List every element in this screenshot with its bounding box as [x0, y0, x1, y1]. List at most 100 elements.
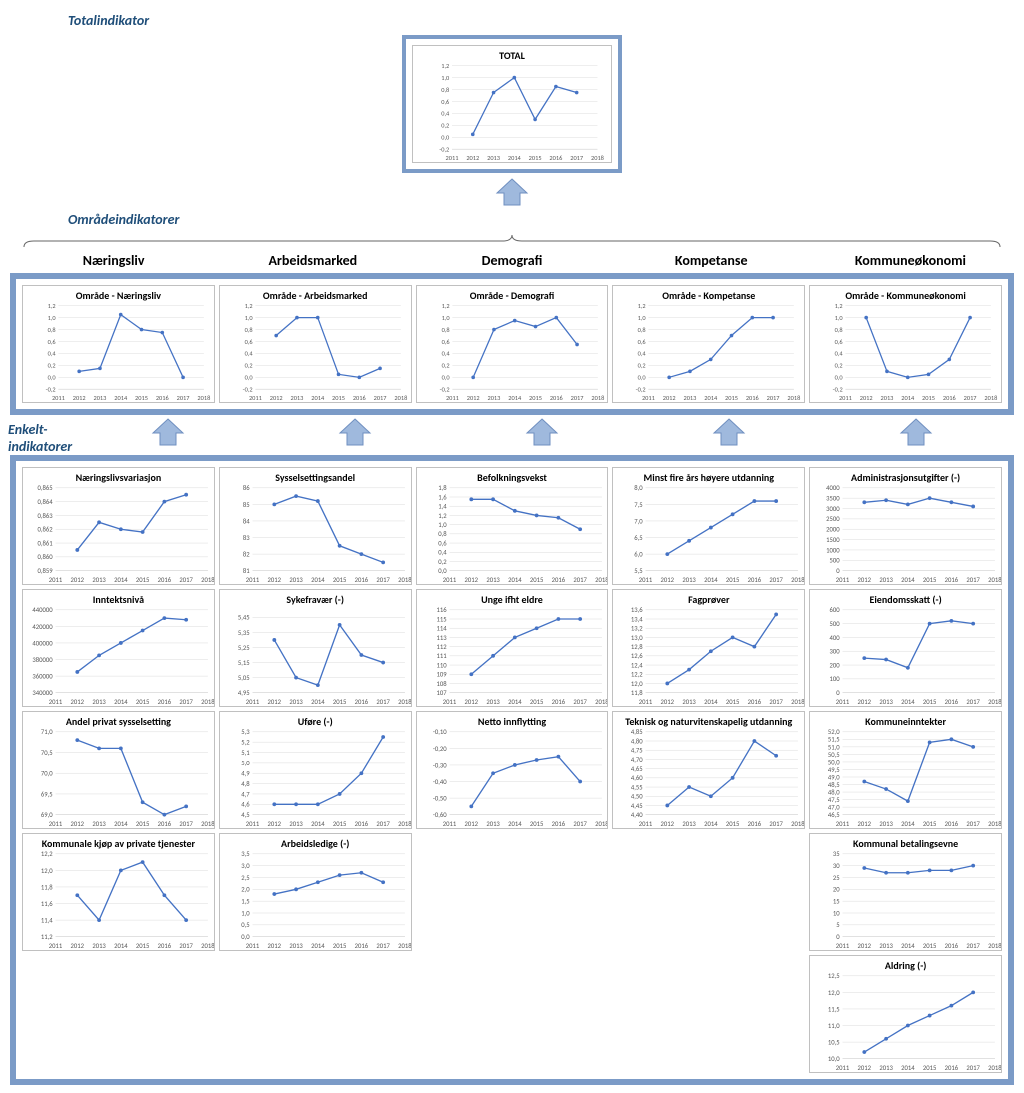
- svg-text:2,0: 2,0: [241, 886, 250, 894]
- svg-text:2013: 2013: [94, 394, 107, 402]
- single-chart: Kommunale kjøp av private tjenester11,21…: [22, 833, 215, 951]
- svg-text:2015: 2015: [333, 698, 347, 706]
- svg-text:2015: 2015: [923, 698, 937, 706]
- svg-text:2012: 2012: [858, 576, 872, 584]
- single-chart-column: Minst fire års høyere utdanning5,56,06,5…: [612, 467, 805, 1073]
- svg-text:7,5: 7,5: [635, 501, 643, 509]
- svg-text:2012: 2012: [860, 394, 873, 402]
- svg-text:2012: 2012: [270, 394, 283, 402]
- svg-text:2014: 2014: [901, 394, 915, 402]
- svg-text:1,0: 1,0: [438, 521, 447, 529]
- svg-text:2012: 2012: [267, 942, 281, 950]
- svg-text:1,4: 1,4: [438, 503, 447, 511]
- svg-text:4,95: 4,95: [238, 689, 250, 697]
- svg-text:0,8: 0,8: [244, 326, 252, 334]
- chart-title: Kommunale kjøp av private tjenester: [23, 834, 214, 850]
- svg-text:0,4: 0,4: [835, 350, 844, 358]
- svg-text:48,5: 48,5: [828, 781, 840, 789]
- svg-text:2014: 2014: [114, 942, 128, 950]
- svg-text:2018: 2018: [201, 942, 214, 950]
- svg-text:0,2: 0,2: [638, 362, 646, 370]
- svg-text:2000: 2000: [826, 526, 840, 534]
- svg-text:0,4: 0,4: [441, 110, 450, 118]
- svg-text:2014: 2014: [508, 698, 522, 706]
- svg-text:2015: 2015: [529, 576, 543, 584]
- svg-text:2014: 2014: [508, 576, 522, 584]
- svg-text:3000: 3000: [826, 505, 840, 513]
- single-chart: Næringslivsvariasjon0,8590,8600,8610,862…: [22, 467, 215, 585]
- svg-text:4,5: 4,5: [241, 811, 249, 819]
- svg-text:2016: 2016: [945, 820, 959, 828]
- svg-text:12,0: 12,0: [41, 867, 53, 875]
- svg-text:2015: 2015: [333, 820, 347, 828]
- svg-text:2016: 2016: [158, 698, 172, 706]
- svg-text:2018: 2018: [792, 698, 805, 706]
- svg-text:2018: 2018: [201, 576, 214, 584]
- svg-text:3,0: 3,0: [241, 862, 250, 870]
- brace-row: [14, 234, 1010, 248]
- svg-text:12,6: 12,6: [631, 652, 643, 660]
- svg-text:2016: 2016: [551, 698, 565, 706]
- svg-text:2011: 2011: [446, 154, 459, 162]
- svg-text:2018: 2018: [988, 698, 1001, 706]
- column-header: Arbeidsmarked: [213, 248, 412, 273]
- svg-text:2017: 2017: [967, 698, 981, 706]
- svg-text:2018: 2018: [398, 820, 411, 828]
- svg-text:2013: 2013: [683, 820, 697, 828]
- svg-text:5,15: 5,15: [238, 659, 250, 667]
- svg-text:0,8: 0,8: [48, 326, 56, 334]
- svg-text:2011: 2011: [836, 576, 850, 584]
- svg-text:11,5: 11,5: [828, 1005, 840, 1013]
- svg-text:2014: 2014: [508, 820, 522, 828]
- svg-text:2011: 2011: [52, 394, 65, 402]
- svg-text:83: 83: [243, 534, 250, 542]
- svg-text:2011: 2011: [246, 698, 260, 706]
- svg-text:0,2: 0,2: [441, 362, 449, 370]
- svg-text:2015: 2015: [333, 576, 347, 584]
- svg-text:2014: 2014: [311, 394, 325, 402]
- svg-text:300: 300: [830, 648, 841, 656]
- svg-text:2014: 2014: [901, 820, 915, 828]
- svg-text:2013: 2013: [289, 576, 303, 584]
- svg-text:48,0: 48,0: [828, 788, 840, 796]
- svg-text:2015: 2015: [529, 698, 543, 706]
- svg-text:4,80: 4,80: [631, 737, 643, 745]
- svg-text:2014: 2014: [311, 820, 325, 828]
- svg-text:4,85: 4,85: [631, 728, 643, 736]
- svg-text:7,0: 7,0: [635, 517, 644, 525]
- svg-text:2014: 2014: [114, 698, 128, 706]
- svg-text:51,5: 51,5: [828, 736, 840, 744]
- svg-text:2014: 2014: [901, 698, 915, 706]
- svg-text:2013: 2013: [92, 576, 106, 584]
- svg-text:2012: 2012: [858, 1064, 872, 1072]
- svg-text:2017: 2017: [570, 154, 584, 162]
- svg-text:0,0: 0,0: [835, 374, 844, 382]
- svg-text:2015: 2015: [923, 820, 937, 828]
- svg-text:2018: 2018: [792, 576, 805, 584]
- svg-text:2017: 2017: [770, 576, 784, 584]
- svg-text:2017: 2017: [179, 820, 193, 828]
- svg-text:2017: 2017: [767, 394, 781, 402]
- svg-text:2017: 2017: [770, 698, 784, 706]
- svg-text:0,6: 0,6: [438, 539, 447, 547]
- svg-text:1,2: 1,2: [441, 62, 449, 70]
- svg-text:4,6: 4,6: [241, 801, 250, 809]
- svg-text:2011: 2011: [836, 942, 850, 950]
- svg-text:2012: 2012: [661, 576, 675, 584]
- chart-title: Minst fire års høyere utdanning: [613, 468, 804, 484]
- single-chart-column: Næringslivsvariasjon0,8590,8600,8610,862…: [22, 467, 215, 1073]
- arrow-up-icon: [336, 417, 374, 447]
- svg-text:0,0: 0,0: [244, 374, 253, 382]
- svg-text:2018: 2018: [201, 698, 214, 706]
- svg-text:0,0: 0,0: [638, 374, 647, 382]
- arrow-up-icon: [710, 417, 748, 447]
- single-chart: Arbeidsledige (-)0,00,51,01,52,02,53,03,…: [219, 833, 412, 951]
- svg-text:2018: 2018: [788, 394, 801, 402]
- svg-text:1,2: 1,2: [244, 302, 252, 310]
- svg-text:2011: 2011: [246, 942, 260, 950]
- single-charts-frame: Næringslivsvariasjon0,8590,8600,8610,862…: [10, 455, 1014, 1085]
- svg-text:11,6: 11,6: [41, 900, 53, 908]
- svg-text:115: 115: [436, 615, 446, 623]
- svg-text:2013: 2013: [880, 576, 894, 584]
- total-chart: TOTAL-0,20,00,20,40,60,81,01,22011201220…: [412, 45, 612, 163]
